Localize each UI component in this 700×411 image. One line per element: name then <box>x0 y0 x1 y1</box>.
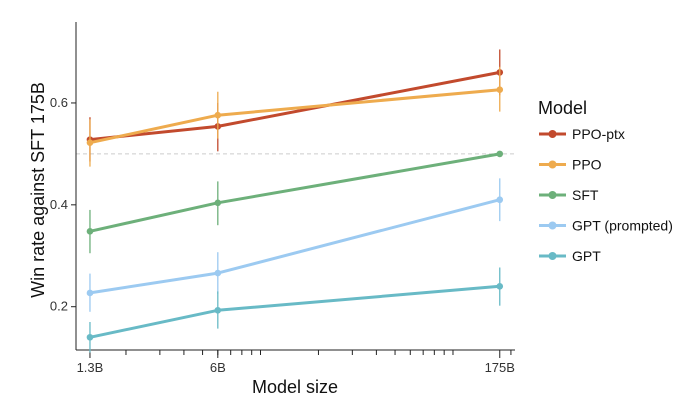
series-line <box>88 152 502 233</box>
series-gpt <box>86 267 504 353</box>
legend-label: GPT (prompted) <box>572 218 673 234</box>
x-axis-title: Model size <box>252 377 338 397</box>
data-point <box>86 228 94 235</box>
series-ppo-ptx <box>86 49 504 162</box>
series-sft <box>86 150 504 254</box>
x-tick-label: 175B <box>485 360 515 375</box>
data-point <box>214 306 222 314</box>
axes-layer: 0.2 0.4 0.6 1.3B 6B 175B <box>50 22 515 375</box>
x-tick-label: 1.3B <box>77 360 104 375</box>
legend-swatch-dot <box>548 130 557 138</box>
legend-swatch-dot <box>548 160 557 169</box>
series-ppo <box>86 66 504 167</box>
data-point <box>86 333 94 341</box>
legend-label: SFT <box>572 187 599 203</box>
y-tick-label: 0.6 <box>50 95 68 110</box>
y-tick-label: 0.4 <box>50 197 68 212</box>
data-point <box>496 283 504 290</box>
y-tick-label: 0.2 <box>50 299 68 314</box>
series-layer <box>86 49 504 353</box>
data-point <box>86 139 94 146</box>
legend: Model PPO-ptx PPO SFT GPT (prompted) GPT <box>538 98 673 264</box>
data-point <box>86 289 94 297</box>
data-point <box>496 196 504 204</box>
data-point <box>214 111 222 119</box>
legend-label: GPT <box>572 248 601 264</box>
legend-title: Model <box>538 98 587 118</box>
legend-swatch-dot <box>548 191 557 199</box>
data-point <box>496 150 504 158</box>
series-line <box>88 198 502 295</box>
series-line <box>88 284 502 339</box>
legend-label: PPO <box>572 157 602 173</box>
data-point <box>214 269 222 277</box>
data-point <box>214 199 222 207</box>
legend-swatch-dot <box>548 252 557 260</box>
legend-swatch-dot <box>548 221 557 230</box>
legend-label: PPO-ptx <box>572 126 625 142</box>
series-gpt-prompted <box>86 178 504 312</box>
x-tick-label: 6B <box>210 360 226 375</box>
y-axis-title: Win rate against SFT 175B <box>28 82 48 298</box>
data-point <box>496 86 504 94</box>
